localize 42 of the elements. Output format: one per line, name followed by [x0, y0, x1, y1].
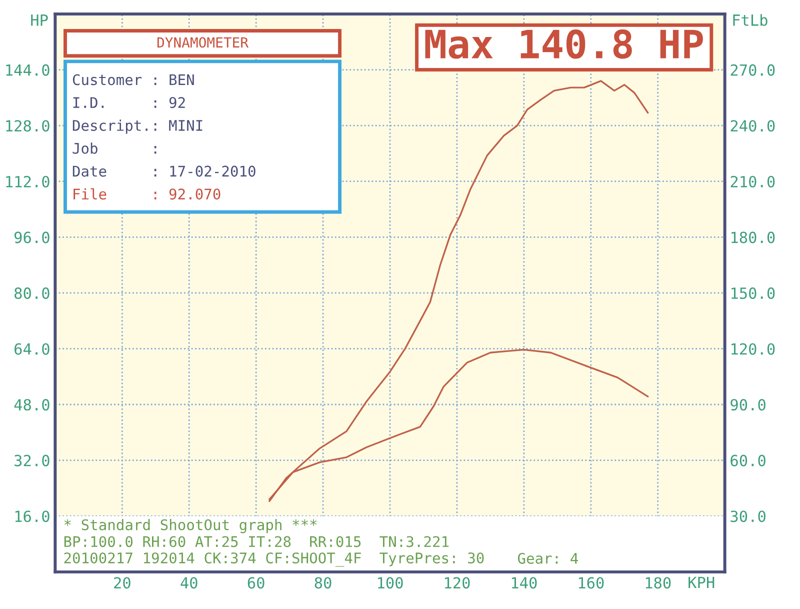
y-tick-label: 128.0	[6, 120, 50, 132]
y2-tick-label: 60.0	[730, 454, 766, 466]
y2-tick-label: 120.0	[731, 343, 775, 355]
y-tick-label: 144.0	[6, 64, 50, 76]
x-tick-label: 140	[512, 577, 537, 589]
annotation: Date : 17-02-2010	[72, 166, 256, 177]
annotation: I.D. : 92	[73, 97, 185, 108]
annotation: BP:100.0 RH:60 AT:25 IT:28 RR:015 TN:3.221	[64, 536, 449, 548]
annotation: * Standard ShootOut graph ***	[64, 519, 317, 534]
x-tick-label: 180	[646, 577, 671, 589]
annotation: File : 92.070	[74, 188, 220, 200]
annotation: Descript.: MINI	[72, 120, 202, 134]
x-axis-title: KPH	[688, 576, 714, 588]
x-tick-label: 160	[578, 577, 604, 589]
x-tick-label: 60	[248, 577, 264, 589]
x-tick-label: 120	[445, 577, 470, 589]
x-tick-label: 20	[114, 577, 130, 589]
x-tick-label: 100	[378, 577, 403, 589]
y-tick-label: 80.0	[14, 287, 50, 299]
y-tick-label: 32.0	[14, 454, 50, 466]
y-tick-label: 112.0	[6, 176, 50, 188]
y-axis-title: HP	[31, 14, 48, 26]
y2-tick-label: 240.0	[730, 120, 775, 132]
y2-tick-label: 180.0	[731, 232, 775, 244]
x-tick-label: 40	[180, 577, 198, 589]
y2-tick-label: 90.0	[730, 399, 766, 411]
y-tick-label: 48.0	[14, 399, 50, 411]
annotation: DYNAMOMETER	[157, 37, 249, 48]
y2-tick-label: 150.0	[731, 287, 775, 299]
y2-tick-label: 30.0	[730, 510, 766, 522]
y-tick-label: 64.0	[14, 343, 50, 355]
x-tick-label: 80	[314, 577, 332, 589]
y-tick-label: 16.0	[15, 510, 50, 522]
y2-tick-label: 270.0	[730, 64, 775, 76]
y-tick-label: 96.0	[14, 232, 50, 244]
annotation: Customer : BEN	[72, 74, 194, 86]
y2-tick-label: 210.0	[730, 176, 775, 188]
annotation: Max 140.8 HP	[425, 29, 703, 59]
annotation: Job :	[72, 142, 156, 154]
y2-axis-title: FtLb	[733, 14, 768, 26]
annotation: 20100217 192014 CK:374 CF:SHOOT_4F TyrePres: 30	[64, 552, 484, 567]
annotation: Gear: 4	[518, 552, 578, 564]
